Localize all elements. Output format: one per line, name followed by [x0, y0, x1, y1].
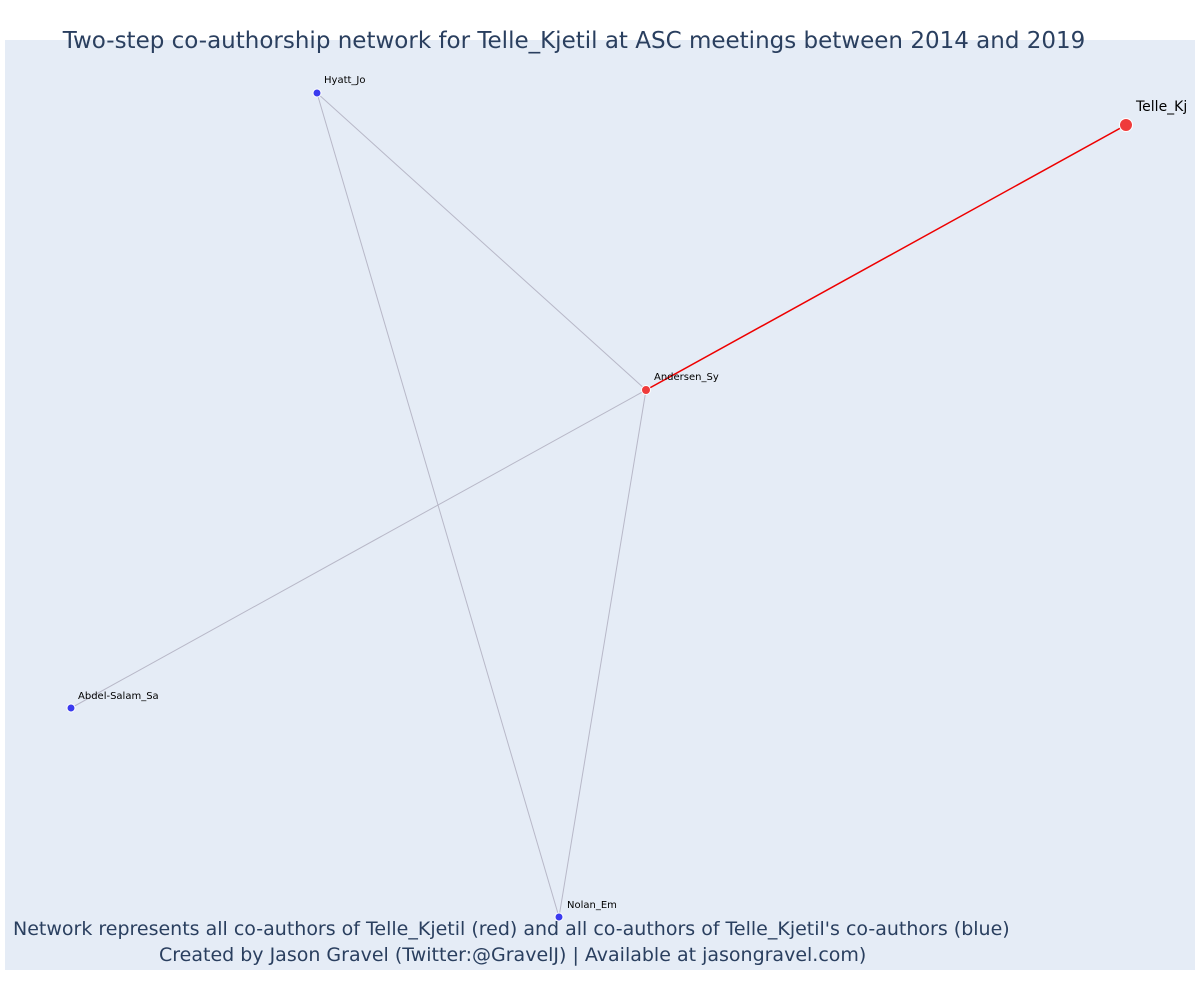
node-label-hyatt: Hyatt_Jo [324, 75, 365, 86]
labels-layer: Telle_Kj Andersen_Sy Hyatt_Jo Abdel-Salam_S… [78, 75, 1187, 911]
plot-area [5, 40, 1195, 970]
edges-layer [70, 92, 1127, 918]
edge-hyatt-nolan [316, 92, 560, 918]
edge-andersen-abdel [70, 389, 647, 709]
node-telle[interactable] [1119, 118, 1133, 132]
node-label-abdel: Abdel-Salam_Sa [78, 691, 159, 702]
edge-telle-andersen [645, 124, 1127, 391]
edge-andersen-hyatt [316, 92, 647, 391]
node-hyatt[interactable] [312, 88, 322, 98]
caption-description: Network represents all co-authors of Tel… [13, 918, 1010, 940]
caption-credit: Created by Jason Gravel (Twitter:@Gravel… [159, 944, 867, 966]
nodes-layer [66, 88, 1133, 922]
edge-andersen-nolan [558, 389, 647, 918]
node-andersen[interactable] [641, 385, 651, 395]
node-label-andersen: Andersen_Sy [654, 372, 719, 383]
node-label-nolan: Nolan_Em [567, 900, 617, 911]
node-nolan[interactable] [554, 912, 564, 922]
chart-title: Two-step co-authorship network for Telle… [62, 28, 1086, 54]
node-label-telle: Telle_Kj [1135, 99, 1187, 115]
node-abdel[interactable] [66, 703, 76, 713]
